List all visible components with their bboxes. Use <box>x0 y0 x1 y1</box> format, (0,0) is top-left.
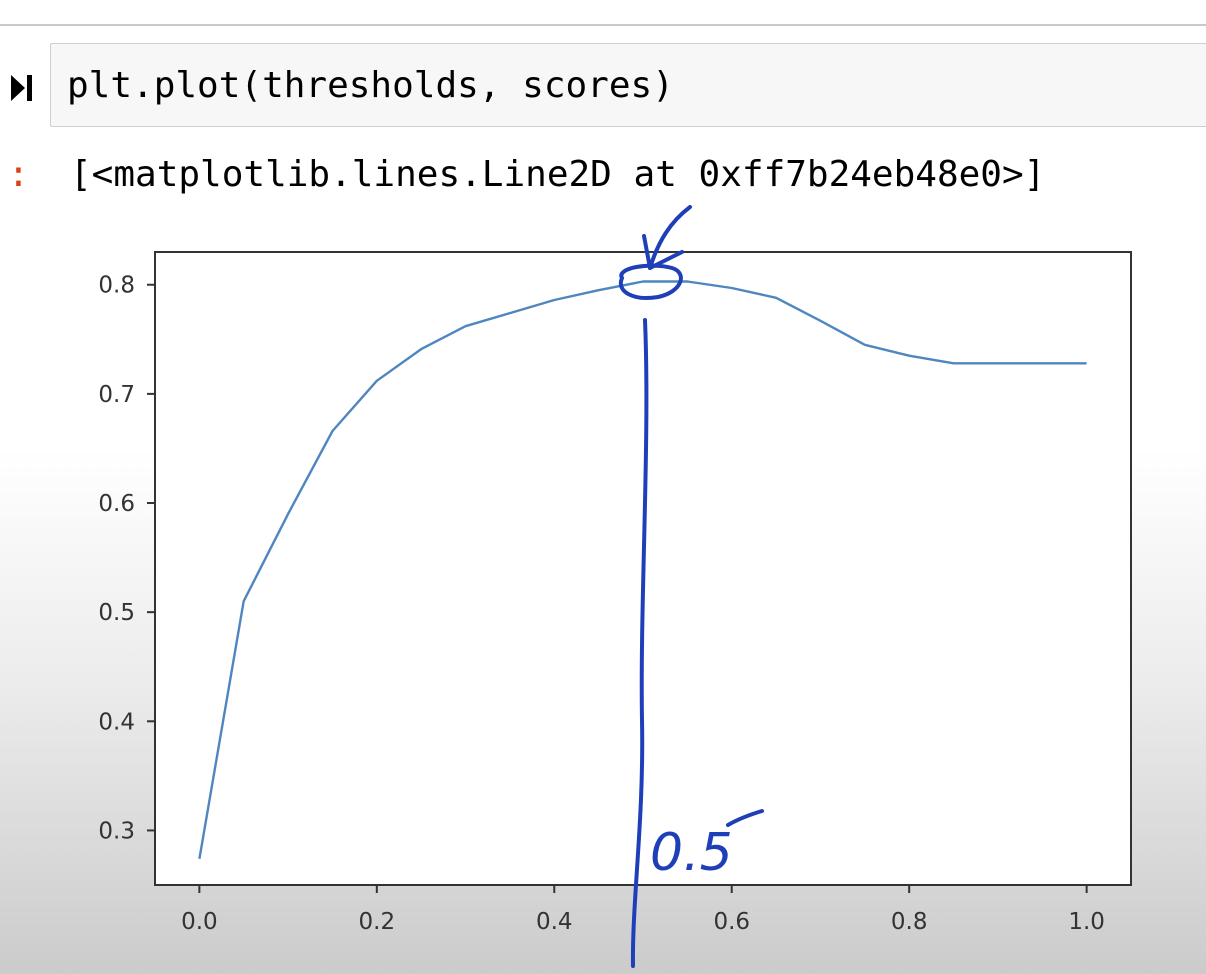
annotation-circle <box>618 263 683 300</box>
annotation-flourish <box>726 809 764 827</box>
annotation-label: 0.5 <box>650 823 733 883</box>
y-tick-label: 0.3 <box>98 818 135 844</box>
annotation-vertical-line <box>630 318 649 968</box>
y-tick-label: 0.5 <box>98 600 135 626</box>
scores-line <box>198 280 1087 860</box>
x-tick-label: 0.8 <box>891 909 928 935</box>
output-text: [<matplotlib.lines.Line2D at 0xff7b24eb4… <box>70 154 1046 195</box>
output-prompt: ]: <box>0 154 30 195</box>
top-divider <box>0 24 1206 26</box>
code-text: plt.plot(thresholds, scores) <box>67 65 674 106</box>
x-tick-label: 0.0 <box>181 909 218 935</box>
x-tick-label: 1.0 <box>1068 909 1105 935</box>
axis-ticks: 0.0 0.2 0.4 0.6 0.8 1.0 0.3 0.4 0.5 0.6 0.7 0.8 <box>98 273 1105 935</box>
x-tick-label: 0.2 <box>359 909 396 935</box>
x-tick-label: 0.4 <box>536 909 573 935</box>
code-cell-input[interactable]: plt.plot(thresholds, scores) <box>50 43 1206 127</box>
y-tick-label: 0.7 <box>98 382 135 408</box>
y-tick-label: 0.6 <box>98 491 135 517</box>
x-tick-label: 0.6 <box>713 909 750 935</box>
y-tick-label: 0.8 <box>98 273 135 299</box>
y-tick-label: 0.4 <box>98 709 135 735</box>
annotation-arrow-head <box>642 234 684 270</box>
annotation-arrow-shaft <box>648 205 692 270</box>
hand-annotation: 0.5 <box>618 205 764 968</box>
run-cell-icon[interactable] <box>8 72 38 104</box>
